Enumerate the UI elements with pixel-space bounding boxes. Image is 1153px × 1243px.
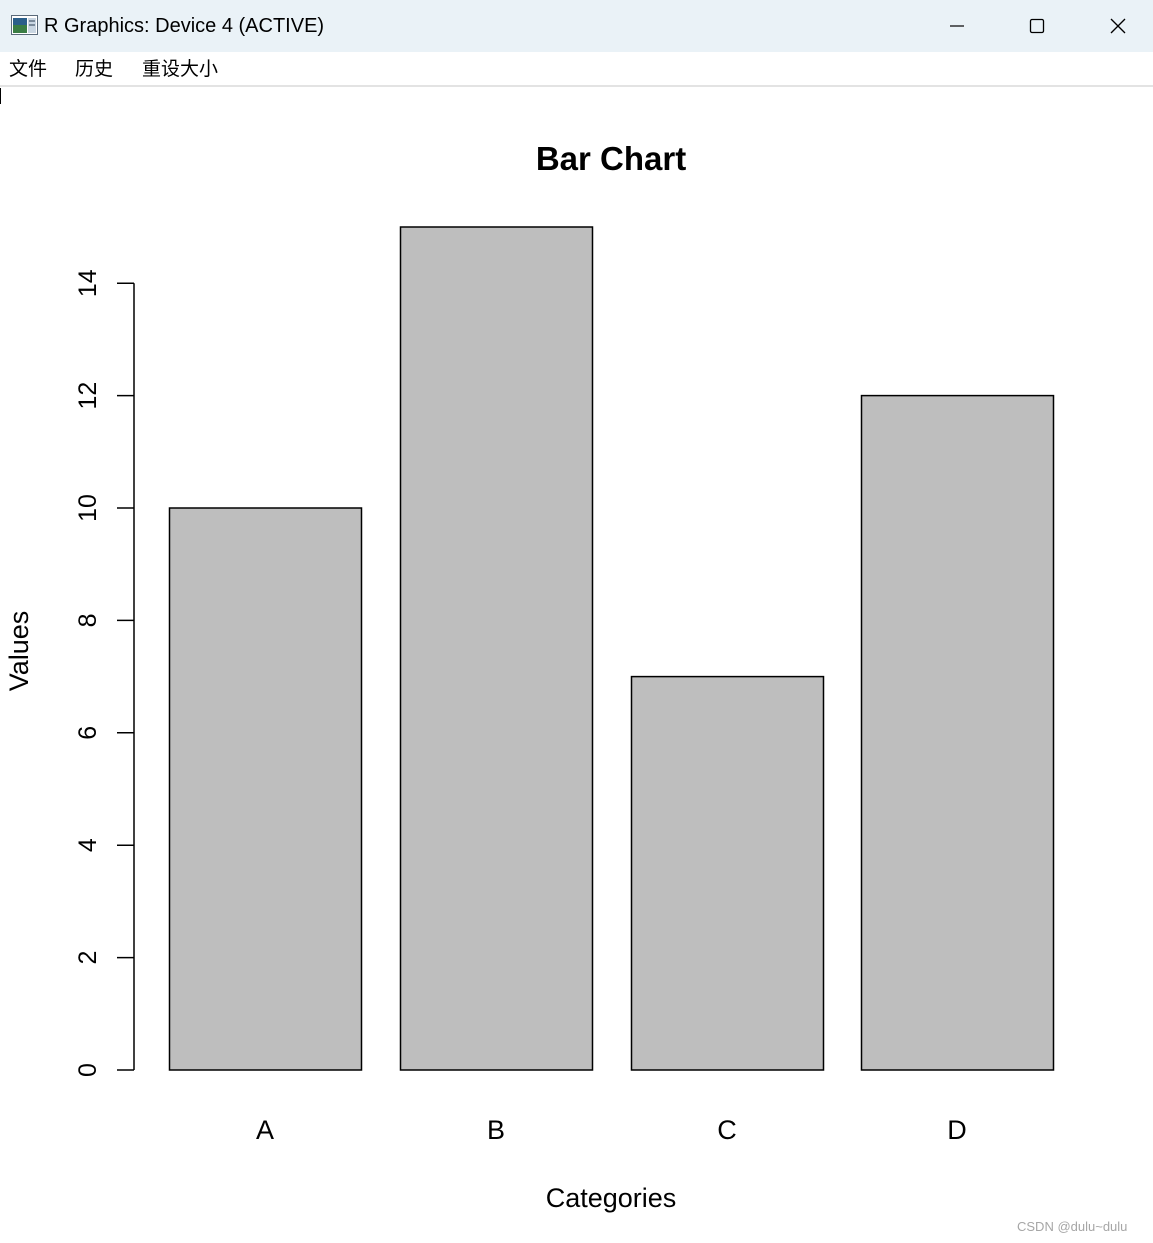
minimize-button[interactable] [917,0,997,52]
window-title: R Graphics: Device 4 (ACTIVE) [44,15,325,37]
maximize-button[interactable] [997,0,1077,52]
y-tick-label: 10 [74,494,102,522]
watermark-text: CSDN @dulu~dulu [1017,1219,1128,1234]
menu-item-file[interactable]: 文件 [9,58,48,80]
text-cursor [0,88,1,104]
y-tick-label: 8 [74,613,102,627]
x-tick-label: A [256,1115,274,1145]
y-tick-label: 14 [74,269,102,297]
bar-B [399,226,594,1071]
bar-group [168,226,1055,1071]
menu-item-history[interactable]: 历史 [75,58,114,80]
y-tick-label: 2 [74,951,102,965]
close-button[interactable] [1078,0,1153,52]
close-icon [1110,18,1126,34]
chart-title: Bar Chart [536,140,686,177]
maximize-icon [1029,18,1045,34]
bar-D [860,394,1055,1071]
x-tick-label: B [487,1115,505,1145]
title-bar[interactable]: R Graphics: Device 4 (ACTIVE) [0,0,1153,52]
y-tick-label: 6 [74,726,102,740]
menu-bar: 文件 历史 重设大小 [0,52,1153,87]
minimize-icon [950,25,964,27]
y-axis-label: Values [4,611,34,692]
x-tick-label: D [947,1115,967,1145]
bar-C [630,675,825,1071]
y-tick-label: 4 [74,838,102,852]
x-tick-label: C [717,1115,737,1145]
r-graphics-app-icon [11,15,38,35]
bar-A [168,507,363,1071]
x-axis-labels: A B C D [256,1115,967,1145]
y-tick-label: 0 [74,1063,102,1077]
x-axis-label: Categories [546,1183,677,1213]
menu-item-resize[interactable]: 重设大小 [142,58,219,80]
y-axis: 0 2 4 6 8 10 12 14 [74,269,135,1077]
y-tick-label: 12 [74,382,102,410]
